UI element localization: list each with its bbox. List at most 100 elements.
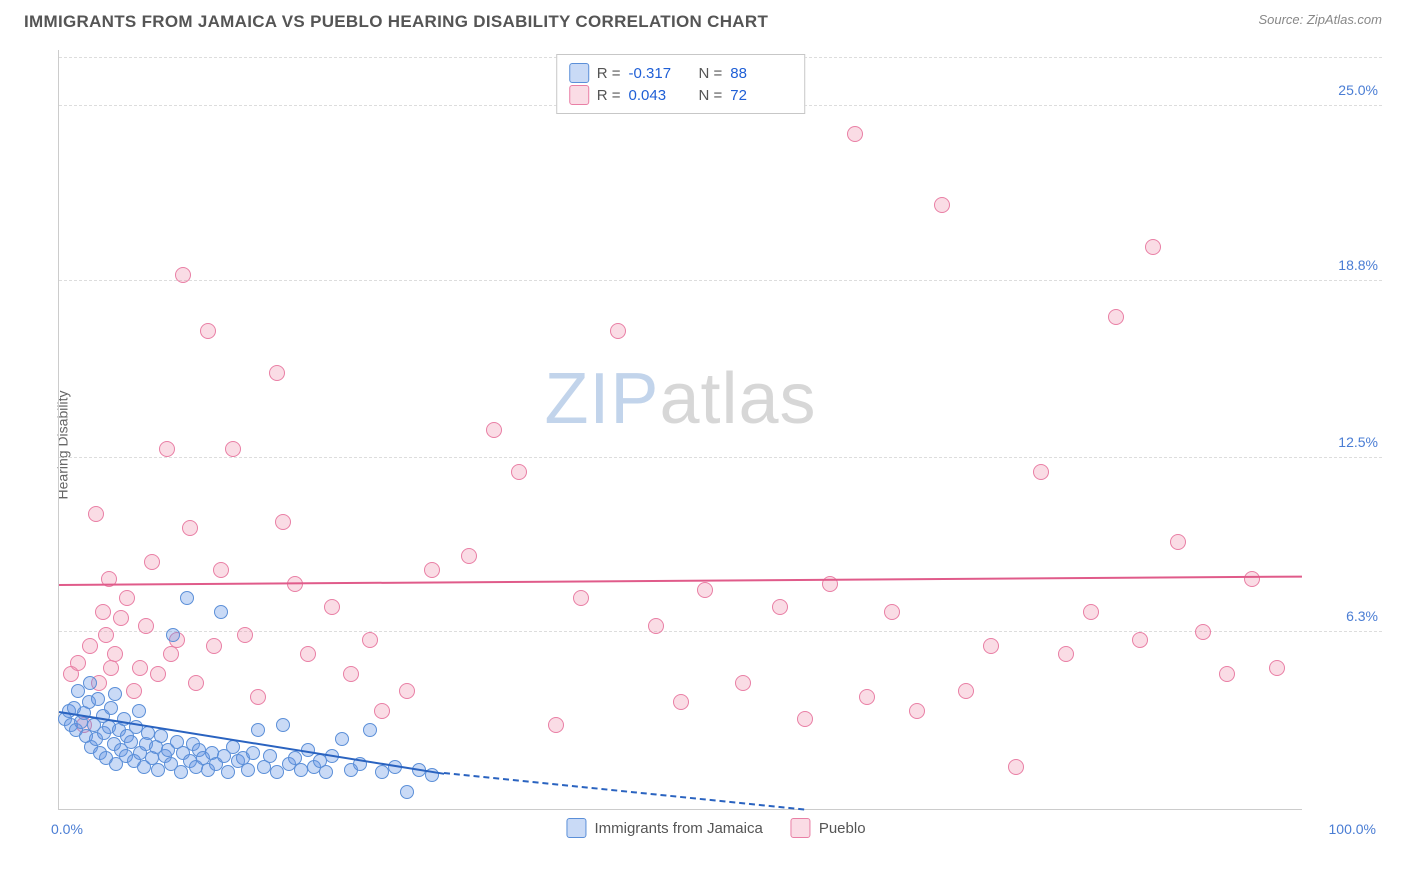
data-point-jamaica bbox=[71, 684, 85, 698]
data-point-jamaica bbox=[91, 692, 105, 706]
data-point-pueblo bbox=[103, 660, 119, 676]
data-point-pueblo bbox=[182, 520, 198, 536]
data-point-pueblo bbox=[847, 126, 863, 142]
legend-swatch bbox=[569, 63, 589, 83]
y-tick-label: 18.8% bbox=[1306, 257, 1378, 273]
data-point-pueblo bbox=[188, 675, 204, 691]
data-point-pueblo bbox=[113, 610, 129, 626]
data-point-pueblo bbox=[399, 683, 415, 699]
data-point-pueblo bbox=[958, 683, 974, 699]
data-point-jamaica bbox=[154, 729, 168, 743]
source-link[interactable]: ZipAtlas.com bbox=[1307, 12, 1382, 27]
data-point-jamaica bbox=[214, 605, 228, 619]
data-point-jamaica bbox=[83, 676, 97, 690]
gridline bbox=[59, 631, 1382, 632]
data-point-pueblo bbox=[132, 660, 148, 676]
data-point-jamaica bbox=[400, 785, 414, 799]
data-point-pueblo bbox=[610, 323, 626, 339]
data-point-pueblo bbox=[362, 632, 378, 648]
legend-label: Immigrants from Jamaica bbox=[594, 820, 762, 837]
legend-item-jamaica: Immigrants from Jamaica bbox=[566, 818, 762, 838]
data-point-pueblo bbox=[424, 562, 440, 578]
data-point-pueblo bbox=[1008, 759, 1024, 775]
data-point-pueblo bbox=[159, 441, 175, 457]
y-tick-label: 6.3% bbox=[1306, 608, 1378, 624]
data-point-pueblo bbox=[119, 590, 135, 606]
watermark: ZIPatlas bbox=[544, 358, 816, 440]
data-point-pueblo bbox=[797, 711, 813, 727]
legend-stat-row-pueblo: R = 0.043 N = 72 bbox=[569, 85, 793, 105]
data-point-pueblo bbox=[107, 646, 123, 662]
data-point-pueblo bbox=[138, 618, 154, 634]
data-point-pueblo bbox=[461, 548, 477, 564]
data-point-pueblo bbox=[909, 703, 925, 719]
y-tick-label: 12.5% bbox=[1306, 434, 1378, 450]
legend-stat-row-jamaica: R =-0.317N =88 bbox=[569, 63, 793, 83]
data-point-jamaica bbox=[270, 765, 284, 779]
n-value: 72 bbox=[730, 87, 792, 104]
data-point-jamaica bbox=[251, 723, 265, 737]
data-point-pueblo bbox=[144, 554, 160, 570]
data-point-pueblo bbox=[206, 638, 222, 654]
gridline bbox=[59, 280, 1382, 281]
data-point-pueblo bbox=[213, 562, 229, 578]
data-point-pueblo bbox=[343, 666, 359, 682]
data-point-pueblo bbox=[673, 694, 689, 710]
legend-item-pueblo: Pueblo bbox=[791, 818, 866, 838]
data-point-jamaica bbox=[335, 732, 349, 746]
data-point-pueblo bbox=[735, 675, 751, 691]
correlation-legend: R =-0.317N =88 R = 0.043 N = 72 bbox=[556, 54, 806, 114]
data-point-pueblo bbox=[1219, 666, 1235, 682]
data-point-pueblo bbox=[150, 666, 166, 682]
data-point-jamaica bbox=[319, 765, 333, 779]
r-label: R = bbox=[597, 87, 621, 104]
r-value: 0.043 bbox=[629, 87, 691, 104]
data-point-pueblo bbox=[324, 599, 340, 615]
data-point-pueblo bbox=[250, 689, 266, 705]
data-point-pueblo bbox=[648, 618, 664, 634]
data-point-pueblo bbox=[88, 506, 104, 522]
legend-swatch bbox=[791, 818, 811, 838]
data-point-pueblo bbox=[772, 599, 788, 615]
data-point-jamaica bbox=[246, 746, 260, 760]
data-point-pueblo bbox=[1058, 646, 1074, 662]
data-point-jamaica bbox=[104, 701, 118, 715]
source-attribution: Source: ZipAtlas.com bbox=[1258, 12, 1382, 27]
n-label: N = bbox=[699, 87, 723, 104]
legend-swatch bbox=[569, 85, 589, 105]
data-point-pueblo bbox=[884, 604, 900, 620]
data-point-pueblo bbox=[225, 441, 241, 457]
data-point-pueblo bbox=[511, 464, 527, 480]
data-point-jamaica bbox=[166, 628, 180, 642]
data-point-pueblo bbox=[95, 604, 111, 620]
data-point-pueblo bbox=[175, 267, 191, 283]
data-point-pueblo bbox=[163, 646, 179, 662]
data-point-jamaica bbox=[108, 687, 122, 701]
data-point-jamaica bbox=[180, 591, 194, 605]
data-point-pueblo bbox=[70, 655, 86, 671]
data-point-pueblo bbox=[374, 703, 390, 719]
data-point-pueblo bbox=[573, 590, 589, 606]
data-point-pueblo bbox=[300, 646, 316, 662]
data-point-pueblo bbox=[1195, 624, 1211, 640]
data-point-pueblo bbox=[486, 422, 502, 438]
data-point-jamaica bbox=[263, 749, 277, 763]
data-point-pueblo bbox=[1083, 604, 1099, 620]
data-point-pueblo bbox=[82, 638, 98, 654]
data-point-jamaica bbox=[363, 723, 377, 737]
y-tick-label: 25.0% bbox=[1306, 82, 1378, 98]
data-point-pueblo bbox=[983, 638, 999, 654]
data-point-pueblo bbox=[1244, 571, 1260, 587]
legend-swatch bbox=[566, 818, 586, 838]
trend-line-extrapolated bbox=[444, 772, 805, 811]
trend-line bbox=[59, 576, 1302, 586]
data-point-pueblo bbox=[1170, 534, 1186, 550]
data-point-jamaica bbox=[241, 763, 255, 777]
chart-title: IMMIGRANTS FROM JAMAICA VS PUEBLO HEARIN… bbox=[24, 12, 768, 32]
data-point-pueblo bbox=[1033, 464, 1049, 480]
data-point-pueblo bbox=[1108, 309, 1124, 325]
x-tick-min: 0.0% bbox=[51, 821, 83, 837]
data-point-jamaica bbox=[276, 718, 290, 732]
data-point-pueblo bbox=[237, 627, 253, 643]
legend-label: Pueblo bbox=[819, 820, 866, 837]
